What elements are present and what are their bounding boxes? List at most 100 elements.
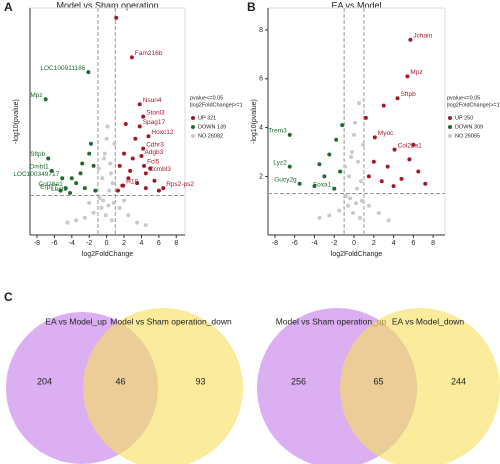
data-point — [344, 193, 349, 198]
data-point — [161, 186, 166, 191]
x-tick-label: 8 — [174, 240, 178, 247]
data-point — [297, 181, 302, 186]
data-point — [82, 215, 87, 220]
point-label: Hoxc12 — [151, 129, 173, 136]
data-point — [366, 203, 371, 208]
legend-marker — [448, 134, 452, 138]
legend-label: NO 26082 — [198, 133, 223, 139]
data-point — [346, 203, 351, 208]
data-point — [399, 176, 404, 181]
data-point — [86, 70, 91, 75]
data-point — [139, 154, 144, 159]
data-point — [93, 188, 98, 193]
data-point — [43, 97, 48, 102]
point-label: Erp27 — [40, 183, 58, 190]
data-point — [126, 213, 131, 218]
data-point — [376, 211, 381, 216]
x-tick-label: -8 — [34, 240, 40, 247]
data-point — [327, 213, 332, 218]
data-point — [347, 174, 352, 179]
data-point — [343, 164, 348, 169]
data-point — [352, 132, 357, 137]
set-name: EA vs Model_down — [392, 316, 465, 326]
x-tick-label: 0 — [105, 240, 109, 247]
point-label: Myoc — [378, 130, 394, 137]
data-point — [141, 146, 146, 151]
data-point — [78, 171, 83, 176]
data-point — [287, 164, 292, 169]
y-axis-label: -log10(pvalue) — [251, 99, 258, 144]
x-tick-label: -2 — [331, 240, 337, 247]
legend-title: pvalue<=0.05 — [447, 95, 480, 101]
data-point — [135, 220, 140, 225]
y-tick-label: 8 — [259, 27, 263, 34]
data-point — [372, 135, 377, 140]
legend-marker — [191, 116, 195, 120]
x-tick-label: -2 — [86, 240, 92, 247]
x-tick-label: 2 — [372, 240, 376, 247]
data-point — [395, 96, 400, 101]
panel-letter: A — [4, 0, 13, 14]
region-count: 244 — [451, 376, 466, 386]
data-point — [340, 123, 345, 128]
data-point — [82, 186, 87, 191]
data-point — [49, 168, 54, 173]
data-point — [338, 169, 343, 174]
data-point — [108, 171, 113, 176]
data-point — [103, 213, 108, 218]
data-point — [354, 201, 359, 206]
data-point — [332, 186, 337, 191]
data-point — [353, 120, 358, 125]
data-point — [74, 181, 79, 186]
legend-label: DOWN 139 — [198, 124, 226, 130]
point-label: Foxa1 — [313, 181, 331, 188]
point-label: Trem3 — [268, 128, 287, 135]
panel-letter: C — [4, 290, 13, 304]
data-point — [63, 186, 68, 191]
y-axis-label: -log10(pvalue) — [13, 99, 20, 144]
legend-title: pvalue<=0.05 — [190, 95, 223, 101]
data-point — [357, 215, 362, 220]
x-tick-label: -6 — [292, 240, 298, 247]
data-point — [327, 152, 332, 157]
data-point — [91, 163, 96, 168]
data-point — [408, 37, 413, 42]
point-label: Gucy2g — [274, 176, 297, 183]
point-label: Fcl5 — [147, 159, 160, 166]
x-tick-label: 8 — [431, 240, 435, 247]
data-point — [148, 166, 153, 171]
data-point — [386, 218, 391, 223]
data-point — [355, 159, 360, 164]
data-point — [120, 183, 125, 188]
point-label: Sftpb — [401, 91, 417, 98]
data-point — [99, 205, 104, 210]
legend-title: |log2FoldChange|>=1 — [447, 102, 500, 108]
point-label: Lyz2 — [273, 159, 287, 166]
region-count: 256 — [291, 376, 306, 386]
data-point — [110, 181, 115, 186]
point-label: Fam216b — [135, 50, 163, 57]
data-point — [141, 114, 146, 119]
data-point — [87, 151, 92, 156]
data-point — [411, 142, 416, 147]
data-point — [405, 74, 410, 79]
data-point — [363, 115, 368, 120]
y-tick-label: 4 — [259, 124, 263, 131]
point-label: Rps2-ps2 — [166, 181, 194, 188]
data-point — [287, 132, 292, 137]
x-tick-label: 6 — [411, 240, 415, 247]
data-point — [350, 150, 355, 155]
data-point — [156, 188, 161, 193]
data-point — [104, 136, 109, 141]
y-tick-label: 2 — [259, 173, 263, 180]
set-name: Model vs Sham operation_up — [276, 316, 387, 326]
data-point — [80, 161, 85, 166]
legend-marker — [448, 125, 452, 129]
data-point — [123, 121, 128, 126]
data-point — [349, 154, 354, 159]
y-tick-label: 6 — [259, 76, 263, 83]
set-name: Model vs Sham operation_down — [110, 316, 232, 326]
data-point — [112, 141, 117, 146]
data-point — [126, 176, 131, 181]
data-point — [407, 157, 412, 162]
